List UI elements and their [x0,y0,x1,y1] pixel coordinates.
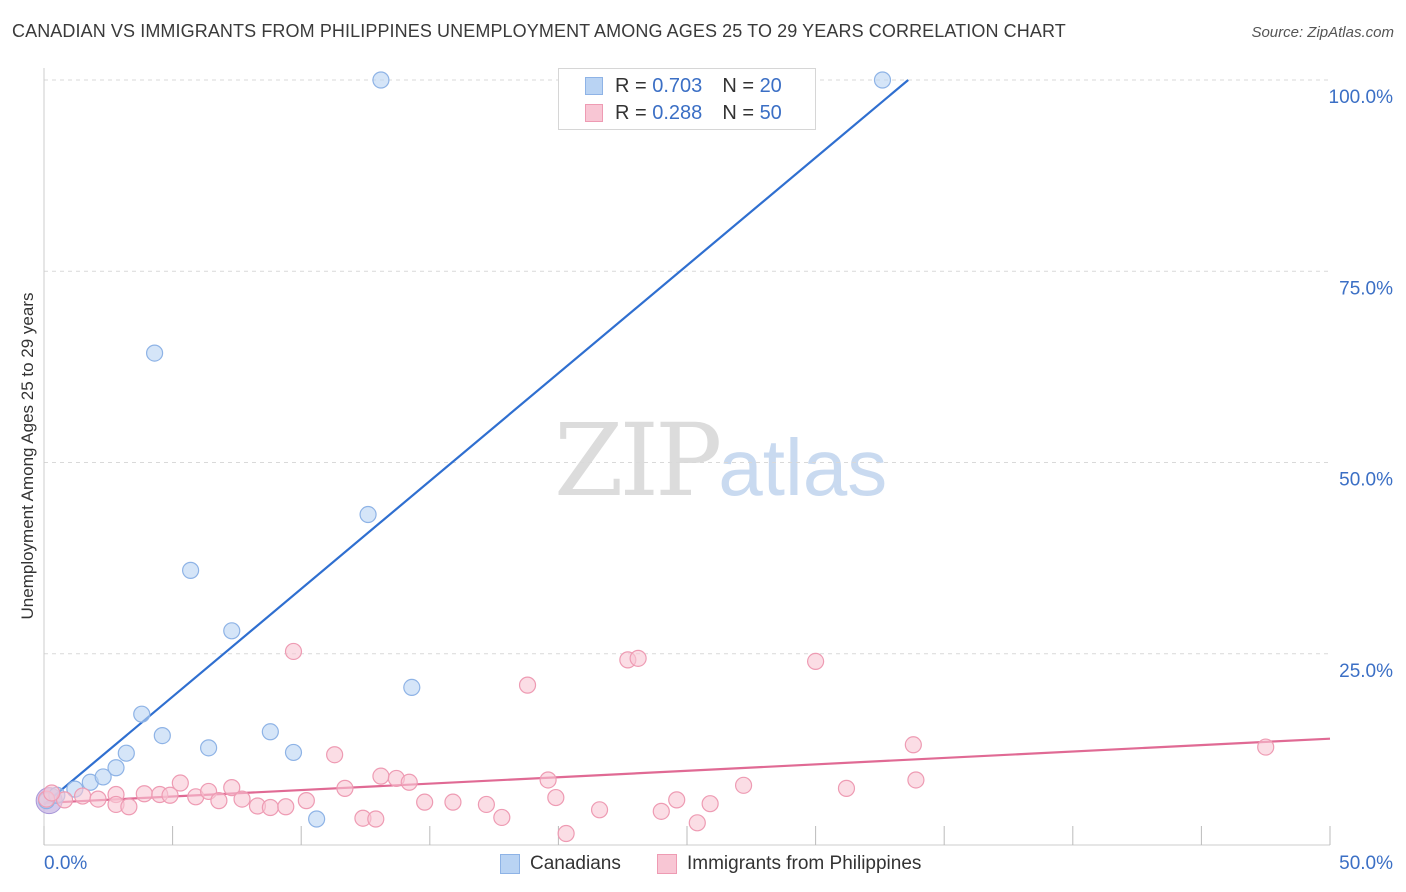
point-philippines [668,791,686,809]
y-tick-label: 75.0% [1339,278,1393,299]
point-philippines [372,767,390,785]
y-tick-label: 25.0% [1339,661,1393,682]
point-philippines [261,798,279,817]
x-tick-label: 0.0% [44,853,87,874]
data-points [35,71,1275,843]
grid-lines [44,79,1330,655]
point-philippines [120,798,138,816]
legend-row-philippines: R = 0.288 N = 50 [585,100,782,126]
legend-n-value-philippines: 50 [759,101,782,124]
point-canadians [133,705,151,723]
point-philippines [652,802,670,820]
source-label: Source: ZipAtlas.com [1251,24,1394,41]
point-philippines [297,792,315,810]
point-canadians [372,71,390,89]
axis-ticks [43,826,1331,845]
bottom-legend-canadians: Canadians [500,852,621,876]
point-canadians [223,622,241,640]
point-philippines [518,676,537,694]
legend-swatch-canadians [585,77,603,95]
point-philippines [416,793,434,811]
point-philippines [837,779,856,797]
legend-n-value-canadians: 20 [759,74,782,97]
point-philippines [400,773,418,791]
point-philippines [907,771,925,789]
point-philippines [277,798,295,816]
legend-swatch-philippines [585,104,603,122]
y-tick-label: 50.0% [1339,470,1393,491]
point-philippines [477,795,495,814]
bottom-legend-philippines: Immigrants from Philippines [657,852,921,876]
point-philippines [135,785,153,803]
point-canadians [153,727,171,745]
legend-swatch-canadians [500,854,520,874]
legend-n-label: N = [722,101,754,124]
correlation-legend: R = 0.703 N = 20 R = 0.288 N = 50 [558,68,816,130]
point-philippines [734,776,753,794]
point-philippines [210,792,228,810]
point-philippines [233,790,251,808]
point-philippines [629,649,647,667]
point-philippines [590,801,609,819]
point-philippines [701,795,719,813]
legend-n-label: N = [722,74,754,97]
tick-labels: 25.0% 50.0% 75.0% 100.0% 0.0% 50.0% [44,87,1393,874]
point-philippines [688,814,706,832]
legend-r-value-philippines: 0.288 [652,101,703,124]
point-philippines [89,790,107,808]
point-canadians [308,810,326,828]
legend-r-label: R = [615,101,647,124]
point-philippines [547,788,565,807]
legend-r-value-canadians: 0.703 [652,74,703,97]
point-philippines [161,786,179,804]
legend-label-philippines: Immigrants from Philippines [687,853,922,874]
point-philippines [73,787,92,805]
point-philippines [284,642,303,661]
point-canadians [94,768,112,786]
point-philippines [539,771,557,789]
point-philippines [1257,738,1275,756]
chart-title: CANADIAN VS IMMIGRANTS FROM PHILIPPINES … [12,21,1066,41]
point-canadians [145,344,164,362]
legend-swatch-philippines [657,854,677,874]
point-philippines [326,746,344,764]
point-canadians [261,723,279,741]
legend-label-canadians: Canadians [530,853,621,874]
legend-r-label: R = [615,74,647,97]
trend-line-philippines [43,737,1331,805]
point-canadians [117,744,135,762]
trend-lines [43,79,1331,806]
x-tick-label: 50.0% [1339,853,1393,874]
point-philippines [806,652,825,671]
point-philippines [444,793,462,811]
point-philippines [171,774,189,792]
point-philippines [336,779,354,797]
point-philippines [904,736,922,754]
point-canadians [359,505,377,524]
point-philippines [223,779,241,797]
point-canadians [873,71,892,89]
point-canadians [200,739,218,757]
point-philippines [557,824,575,843]
y-axis-label: Unemployment Among Ages 25 to 29 years [18,292,37,620]
legend-row-canadians: R = 0.703 N = 20 [585,73,782,99]
trend-line-canadians [43,79,909,806]
point-philippines [493,808,511,827]
point-canadians [284,743,303,762]
point-philippines [43,784,61,802]
axes [43,68,1330,846]
point-canadians [403,678,421,697]
point-canadians [182,561,200,579]
point-canadians [107,759,125,777]
point-philippines [367,810,385,828]
y-tick-label: 100.0% [1329,87,1394,108]
